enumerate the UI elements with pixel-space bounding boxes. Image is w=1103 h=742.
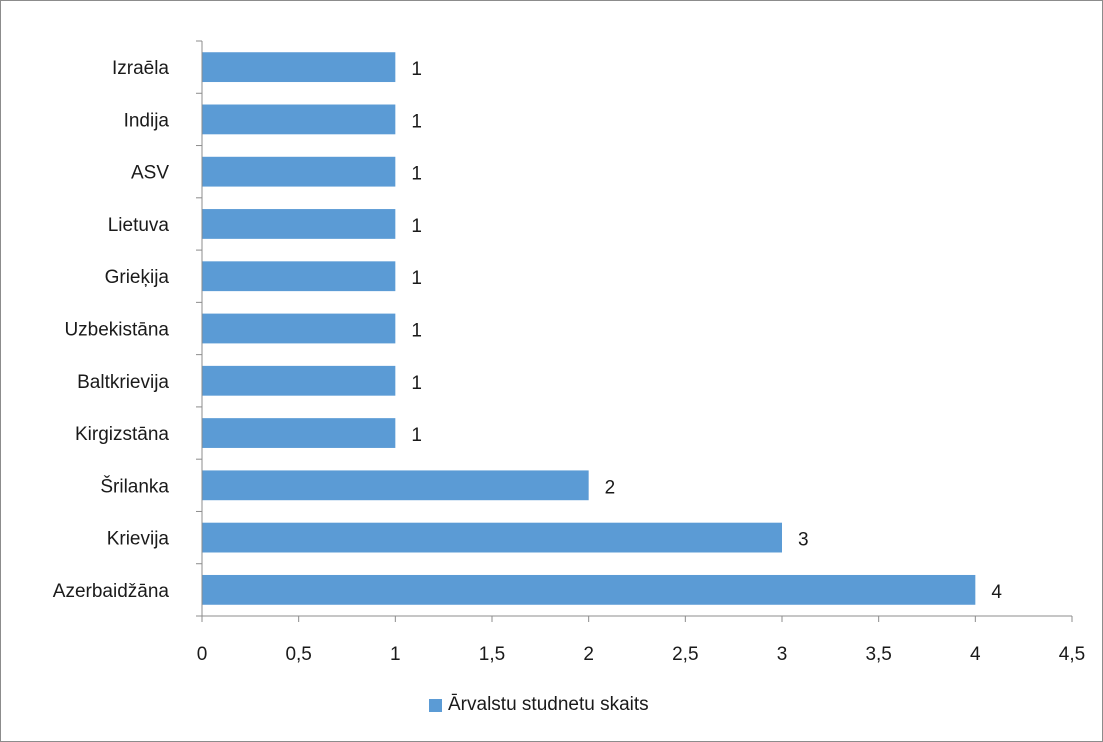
category-label: Baltkrievija bbox=[77, 372, 169, 393]
bar bbox=[202, 52, 396, 83]
bar bbox=[202, 313, 396, 344]
legend-swatch bbox=[429, 698, 442, 712]
category-label: Grieķija bbox=[105, 267, 170, 288]
bar bbox=[202, 209, 396, 239]
data-label: 1 bbox=[411, 164, 422, 185]
category-label: Krievija bbox=[107, 529, 170, 550]
data-label: 1 bbox=[411, 321, 422, 342]
x-tick-label: 3 bbox=[777, 644, 788, 665]
x-tick-label: 1 bbox=[390, 644, 401, 665]
data-label: 1 bbox=[411, 425, 422, 446]
bar bbox=[202, 522, 782, 553]
data-label: 1 bbox=[411, 268, 422, 289]
data-label: 1 bbox=[411, 111, 422, 132]
data-label: 3 bbox=[798, 530, 809, 551]
category-label: Šrilanka bbox=[100, 475, 169, 497]
category-label: Lietuva bbox=[108, 215, 170, 236]
category-label: Indija bbox=[124, 110, 170, 131]
bar bbox=[202, 418, 396, 448]
x-tick-label: 2,5 bbox=[672, 644, 698, 665]
legend: Ārvalstu studnetu skaits bbox=[429, 694, 649, 716]
data-label: 1 bbox=[411, 373, 422, 394]
data-label: 4 bbox=[991, 582, 1002, 603]
x-tick-label: 2 bbox=[583, 644, 594, 665]
category-label: ASV bbox=[131, 163, 169, 184]
category-label: Azerbaidžāna bbox=[53, 581, 170, 602]
category-label: Uzbekistāna bbox=[64, 320, 169, 341]
bar bbox=[202, 365, 396, 396]
x-tick-label: 3,5 bbox=[865, 644, 891, 665]
legend-label: Ārvalstu studnetu skaits bbox=[448, 694, 649, 715]
x-tick-label: 1,5 bbox=[479, 644, 505, 665]
bar bbox=[202, 574, 976, 605]
x-tick-label: 4 bbox=[970, 644, 981, 665]
bar bbox=[202, 156, 396, 187]
data-label: 1 bbox=[411, 59, 422, 80]
category-label: Kirgizstāna bbox=[75, 424, 169, 445]
x-tick-label: 4,5 bbox=[1059, 644, 1085, 665]
data-label: 2 bbox=[605, 477, 616, 498]
category-label: Izraēla bbox=[112, 58, 169, 79]
bar bbox=[202, 261, 396, 292]
x-tick-label: 0 bbox=[197, 644, 208, 665]
x-tick-label: 0,5 bbox=[285, 644, 311, 665]
bar bbox=[202, 104, 396, 135]
data-label: 1 bbox=[411, 216, 422, 237]
bar bbox=[202, 470, 589, 501]
